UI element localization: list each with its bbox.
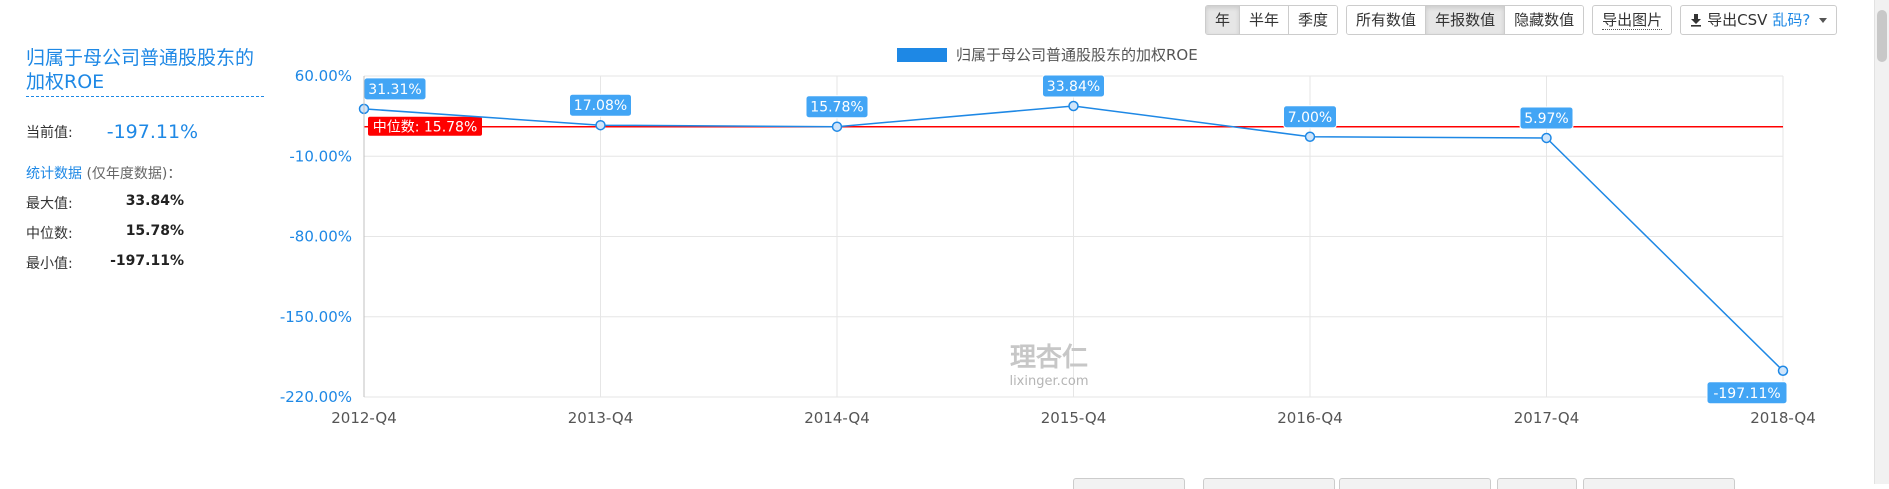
all-values-button[interactable]: 所有数值 xyxy=(1347,6,1427,34)
x-tick-label: 2012-Q4 xyxy=(331,409,397,427)
scrollbar-thumb[interactable] xyxy=(1877,10,1887,62)
data-label-background xyxy=(569,93,632,117)
data-point xyxy=(595,119,606,131)
stat-max-value: 33.84% xyxy=(125,193,184,209)
stat-median-row: 中位数: 15.78% xyxy=(26,223,184,243)
x-tick-label: 2013-Q4 xyxy=(568,409,634,427)
y-tick-label: -150.00% xyxy=(280,308,352,326)
stat-min-label: 最小值: xyxy=(26,256,73,272)
data-label-background xyxy=(1283,105,1337,129)
hide-values-button[interactable]: 隐藏数值 xyxy=(1505,6,1584,34)
stat-min-row: 最小值: -197.11% xyxy=(26,253,184,273)
y-tick-label: -10.00% xyxy=(289,147,352,165)
watermark-url: lixinger.com xyxy=(1009,374,1088,389)
period-year-button[interactable]: 年 xyxy=(1206,6,1241,34)
data-label-background xyxy=(1706,381,1788,405)
stat-max-label: 最大值: xyxy=(26,196,73,212)
series-group xyxy=(358,100,1789,377)
legend[interactable]: 归属于母公司普通股股东的加权ROE xyxy=(897,46,1198,64)
export-image-label: 导出图片 xyxy=(1602,10,1663,30)
data-label-background xyxy=(1519,106,1574,130)
data-point xyxy=(831,121,843,132)
stat-median-label: 中位数: xyxy=(26,226,73,242)
metric-title[interactable]: 归属于母公司普通股股东的加权ROE xyxy=(26,46,264,97)
toolbar: 年 半年 季度 所有数值 年报数值 隐藏数值 导出图片 导出CSV 乱码? xyxy=(1205,4,1838,36)
period-selector: 年 半年 季度 xyxy=(1205,5,1339,35)
x-tick-label: 2017-Q4 xyxy=(1514,409,1580,427)
page-scrollbar[interactable] xyxy=(1874,0,1889,484)
x-tick-label: 2018-Q4 xyxy=(1750,409,1816,427)
current-value: -197.11% xyxy=(106,121,199,143)
data-label: -197.11% xyxy=(1713,386,1780,402)
export-csv-button[interactable]: 导出CSV 乱码? xyxy=(1680,5,1838,35)
metric-panel: 归属于母公司普通股股东的加权ROE 当前值: -197.11% 统计数据 (仅年… xyxy=(26,46,264,273)
data-label: 5.97% xyxy=(1524,111,1568,127)
median-tag-background xyxy=(368,116,482,136)
stats-note: (仅年度数据)： xyxy=(86,166,182,182)
stat-min-value: -197.11% xyxy=(110,253,184,269)
data-label: 7.00% xyxy=(1288,110,1332,126)
period-quarter-button[interactable]: 季度 xyxy=(1289,6,1338,34)
x-tick-label: 2015-Q4 xyxy=(1041,409,1107,427)
data-labels-group: 31.31% 17.08% 15.78% 33.84% 7.00% 5.97% -197.1… xyxy=(363,74,1788,405)
data-label-background xyxy=(1042,74,1105,98)
period-halfyear-button[interactable]: 半年 xyxy=(1240,6,1290,34)
current-value-row: 当前值: -197.11% xyxy=(26,121,264,143)
download-icon xyxy=(1691,14,1702,27)
current-value-label: 当前值: xyxy=(26,125,73,141)
y-tick-label: -220.00% xyxy=(280,388,352,406)
stat-max-row: 最大值: 33.84% xyxy=(26,193,184,213)
watermark: 理杏仁 lixinger.com xyxy=(1009,343,1088,389)
data-point xyxy=(1777,365,1789,377)
annual-values-button[interactable]: 年报数值 xyxy=(1426,6,1506,34)
data-label-background xyxy=(805,95,869,119)
y-tick-label: -80.00% xyxy=(289,228,352,246)
axes-group: 60.00% -10.00% -80.00% -150.00% -220.00% 2012… xyxy=(280,67,1816,427)
x-tick-label: 2014-Q4 xyxy=(804,409,870,427)
grid-lines xyxy=(363,75,1784,398)
median-tag-label: 中位数: 15.78% xyxy=(373,120,478,136)
export-csv-label: 导出CSV xyxy=(1707,11,1768,29)
data-label: 15.78% xyxy=(810,100,863,116)
y-tick-label: 60.00% xyxy=(295,67,352,85)
x-tick-label: 2016-Q4 xyxy=(1277,409,1343,427)
legend-label[interactable]: 归属于母公司普通股股东的加权ROE xyxy=(956,46,1198,64)
data-point xyxy=(1541,132,1552,144)
stats-header: 统计数据 (仅年度数据)： xyxy=(26,163,264,183)
data-label: 31.31% xyxy=(368,82,421,98)
legend-swatch[interactable] xyxy=(897,48,947,62)
chevron-down-icon[interactable] xyxy=(1819,17,1828,23)
value-display-selector: 所有数值 年报数值 隐藏数值 xyxy=(1346,5,1585,35)
stat-median-value: 15.78% xyxy=(125,223,184,239)
roe-line-chart: 中位数: 15.78% 理杏仁 lixinger.com 31.31% 17.08… xyxy=(280,46,1816,427)
export-image-button[interactable]: 导出图片 xyxy=(1592,5,1673,35)
data-label: 17.08% xyxy=(574,98,627,114)
garbled-help-link[interactable]: 乱码? xyxy=(1772,11,1811,29)
data-label: 33.84% xyxy=(1047,79,1100,95)
data-point xyxy=(1068,100,1079,112)
stats-link[interactable]: 统计数据 xyxy=(26,166,82,182)
watermark-logo: 理杏仁 xyxy=(1010,343,1088,373)
data-point xyxy=(1304,131,1316,143)
